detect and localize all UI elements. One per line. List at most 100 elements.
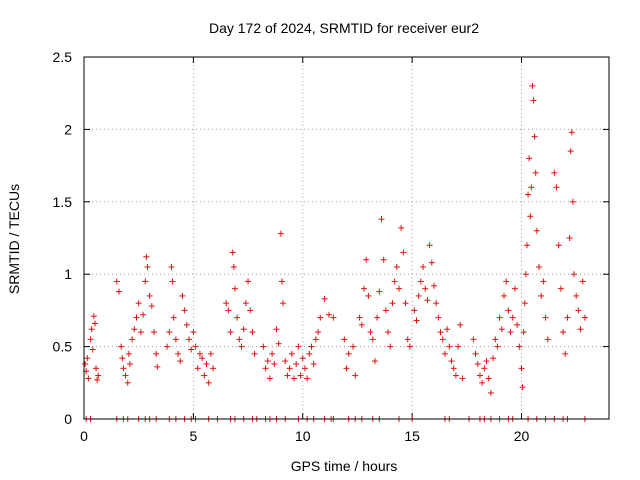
- data-point: [170, 314, 177, 321]
- data-point: [424, 297, 431, 304]
- data-point: [562, 350, 569, 357]
- data-point: [371, 358, 378, 365]
- data-point: [577, 326, 584, 333]
- data-point: [415, 292, 422, 299]
- data-point: [516, 343, 523, 350]
- data-point: [304, 375, 311, 382]
- data-point: [135, 300, 142, 307]
- data-point: [505, 307, 512, 314]
- data-point: [89, 346, 96, 353]
- data-point: [485, 375, 492, 382]
- data-point: [284, 372, 291, 379]
- data-point: [260, 343, 267, 350]
- data-point: [129, 336, 136, 343]
- data-point: [140, 311, 147, 318]
- data-point: [179, 292, 186, 299]
- data-point: [575, 307, 582, 314]
- data-point: [446, 343, 453, 350]
- data-point: [494, 343, 501, 350]
- data-point: [207, 350, 214, 357]
- data-point: [557, 285, 564, 292]
- data-point: [85, 375, 92, 382]
- data-point: [299, 355, 306, 362]
- data-point: [164, 343, 171, 350]
- data-point: [522, 271, 529, 278]
- data-point: [151, 329, 157, 336]
- data-point: [411, 307, 418, 314]
- data-point: [148, 303, 155, 310]
- data-point: [240, 326, 247, 333]
- data-point: [571, 271, 577, 278]
- y-tick-label: 1: [64, 266, 72, 282]
- data-point: [269, 350, 276, 357]
- y-tick-label: 2.5: [53, 49, 73, 65]
- data-point: [573, 292, 580, 299]
- data-point: [291, 375, 297, 382]
- data-point: [231, 285, 238, 292]
- data-point: [396, 285, 402, 292]
- data-point: [223, 300, 230, 307]
- data-point: [288, 350, 295, 357]
- data-point: [133, 314, 140, 321]
- data-point: [385, 329, 392, 336]
- data-point: [94, 376, 101, 383]
- data-point: [433, 300, 440, 307]
- data-point: [406, 343, 413, 350]
- data-point: [560, 329, 567, 336]
- data-point: [122, 372, 129, 379]
- data-point: [116, 288, 122, 295]
- data-point: [457, 321, 464, 328]
- data-point: [529, 82, 536, 89]
- data-point: [363, 256, 370, 263]
- data-point: [568, 129, 575, 136]
- data-point: [369, 336, 376, 343]
- data-point: [124, 379, 131, 386]
- data-point: [247, 307, 254, 314]
- data-point: [249, 329, 256, 336]
- data-point: [154, 363, 161, 370]
- x-tick-label: 0: [80, 428, 88, 444]
- data-point: [448, 358, 455, 365]
- data-point: [266, 375, 273, 382]
- data-point: [483, 358, 490, 365]
- data-point: [413, 317, 420, 324]
- data-point: [282, 358, 289, 365]
- data-point: [426, 242, 433, 249]
- data-point: [525, 191, 532, 198]
- data-point: [286, 365, 293, 372]
- data-point: [242, 300, 249, 307]
- data-point: [523, 242, 530, 249]
- data-point: [153, 350, 160, 357]
- data-point: [521, 300, 528, 307]
- data-point: [514, 321, 521, 328]
- data-point: [306, 350, 313, 357]
- data-point: [201, 372, 208, 379]
- data-point: [245, 278, 252, 285]
- data-point: [402, 300, 409, 307]
- data-point: [555, 242, 562, 249]
- data-point: [315, 329, 322, 336]
- data-point: [205, 379, 212, 386]
- data-point: [544, 336, 551, 343]
- x-tick-label: 20: [514, 428, 530, 444]
- data-point: [278, 278, 285, 285]
- data-point: [168, 263, 175, 270]
- data-point: [188, 346, 195, 353]
- data-point: [540, 278, 547, 285]
- data-point: [542, 314, 549, 321]
- data-point: [439, 336, 446, 343]
- data-point: [361, 285, 367, 292]
- data-point: [166, 329, 173, 336]
- data-point: [125, 350, 132, 357]
- data-point: [459, 375, 466, 382]
- data-point: [420, 263, 427, 270]
- data-point: [358, 321, 365, 328]
- data-point: [533, 227, 540, 234]
- x-tick-label: 5: [189, 428, 197, 444]
- data-point: [553, 184, 560, 191]
- data-point: [487, 389, 494, 396]
- x-tick-label: 15: [404, 428, 420, 444]
- data-point: [479, 379, 486, 386]
- data-point: [236, 336, 243, 343]
